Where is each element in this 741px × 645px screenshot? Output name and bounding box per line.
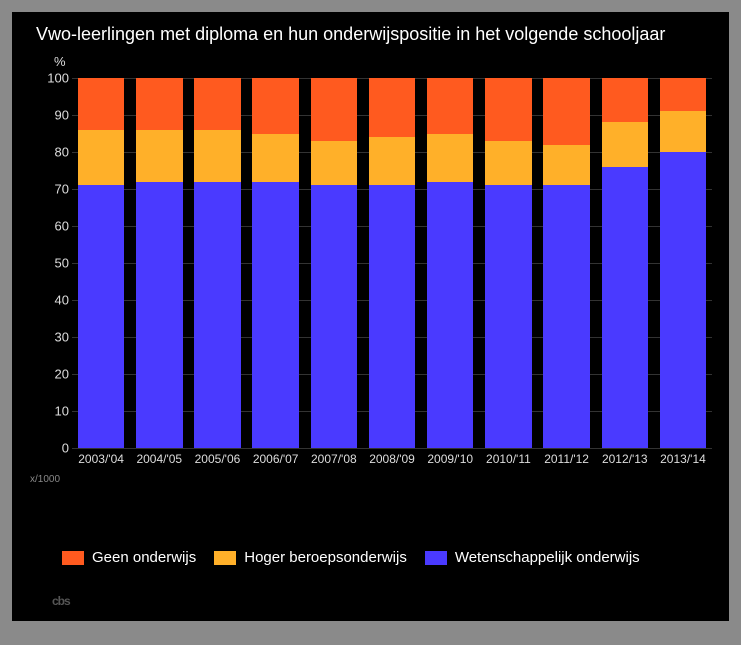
bar-segment <box>78 78 125 130</box>
y-tick-label: 70 <box>33 182 69 197</box>
x-tick-label: 2005/'06 <box>188 452 246 466</box>
cbs-logo: cbs <box>52 597 70 607</box>
legend-label: Wetenschappelijk onderwijs <box>455 549 640 566</box>
bar-stack <box>602 78 649 448</box>
x-tick-label: 2010/'11 <box>479 452 537 466</box>
legend-swatch <box>425 551 447 565</box>
x-axis-labels: 2003/'042004/'052005/'062006/'072007/'08… <box>72 452 712 466</box>
y-tick-label: 0 <box>33 441 69 456</box>
y-tick-label: 20 <box>33 367 69 382</box>
bar-segment <box>602 122 649 166</box>
y-tick-label: 80 <box>33 145 69 160</box>
y-tick-label: 10 <box>33 404 69 419</box>
x-tick-label: 2013/'14 <box>654 452 712 466</box>
bar-segment <box>660 78 707 111</box>
bar-segment <box>194 182 241 448</box>
bar-segment <box>427 134 474 182</box>
bar-segment <box>136 182 183 448</box>
bar-slot <box>421 78 479 448</box>
y-tick-label: 40 <box>33 293 69 308</box>
bar-segment <box>194 130 241 182</box>
bar-slot <box>363 78 421 448</box>
x-tick-label: 2007/'08 <box>305 452 363 466</box>
grid-line <box>72 448 712 449</box>
y-tick-label: 100 <box>33 71 69 86</box>
x-tick-label: 2003/'04 <box>72 452 130 466</box>
axis-caption: x/1000 <box>30 474 60 485</box>
bar-segment <box>311 78 358 141</box>
chart-title: Vwo-leerlingen met diploma en hun onderw… <box>36 24 665 45</box>
bar-segment <box>78 130 125 186</box>
y-tick-label: 60 <box>33 219 69 234</box>
legend: Geen onderwijs Hoger beroepsonderwijs Wete… <box>62 549 640 566</box>
bar-segment <box>602 167 649 448</box>
bar-segment <box>427 78 474 134</box>
bar-segment <box>194 78 241 130</box>
bar-segment <box>136 130 183 182</box>
bar-segment <box>485 185 532 448</box>
bar-segment <box>78 185 125 448</box>
bar-segment <box>485 141 532 185</box>
bar-segment <box>543 145 590 186</box>
bar-stack <box>311 78 358 448</box>
y-tick-label: 50 <box>33 256 69 271</box>
legend-label: Geen onderwijs <box>92 549 196 566</box>
bar-stack <box>136 78 183 448</box>
bar-slot <box>479 78 537 448</box>
legend-swatch <box>214 551 236 565</box>
bar-segment <box>252 182 299 448</box>
bar-stack <box>427 78 474 448</box>
bar-stack <box>78 78 125 448</box>
bar-segment <box>311 185 358 448</box>
bar-segment <box>136 78 183 130</box>
legend-item: Hoger beroepsonderwijs <box>214 549 407 566</box>
bar-segment <box>252 134 299 182</box>
legend-item: Wetenschappelijk onderwijs <box>425 549 640 566</box>
plot-area <box>72 78 712 448</box>
bar-stack <box>485 78 532 448</box>
legend-item: Geen onderwijs <box>62 549 196 566</box>
bar-stack <box>660 78 707 448</box>
x-tick-label: 2006/'07 <box>247 452 305 466</box>
bar-segment <box>369 137 416 185</box>
bar-slot <box>305 78 363 448</box>
bar-segment <box>485 78 532 141</box>
bar-stack <box>543 78 590 448</box>
x-tick-label: 2011/'12 <box>538 452 596 466</box>
bar-slot <box>654 78 712 448</box>
bar-segment <box>252 78 299 134</box>
x-tick-label: 2012/'13 <box>596 452 654 466</box>
chart-frame: Vwo-leerlingen met diploma en hun onderw… <box>12 12 729 621</box>
bar-slot <box>72 78 130 448</box>
bar-segment <box>660 152 707 448</box>
y-axis-unit: % <box>54 54 66 69</box>
legend-label: Hoger beroepsonderwijs <box>244 549 407 566</box>
bar-slot <box>188 78 246 448</box>
y-tick-label: 30 <box>33 330 69 345</box>
bar-segment <box>427 182 474 448</box>
bar-segment <box>369 78 416 137</box>
bar-segment <box>543 185 590 448</box>
bar-stack <box>252 78 299 448</box>
bar-stack <box>369 78 416 448</box>
legend-swatch <box>62 551 84 565</box>
x-tick-label: 2004/'05 <box>130 452 188 466</box>
x-tick-label: 2009/'10 <box>421 452 479 466</box>
bar-slot <box>130 78 188 448</box>
bar-segment <box>660 111 707 152</box>
x-tick-label: 2008/'09 <box>363 452 421 466</box>
bar-segment <box>602 78 649 122</box>
bar-slot <box>538 78 596 448</box>
bar-slot <box>247 78 305 448</box>
bar-segment <box>369 185 416 448</box>
bar-segment <box>311 141 358 185</box>
bar-segment <box>543 78 590 145</box>
bar-slot <box>596 78 654 448</box>
bar-stack <box>194 78 241 448</box>
y-tick-label: 90 <box>33 108 69 123</box>
bars-container <box>72 78 712 448</box>
